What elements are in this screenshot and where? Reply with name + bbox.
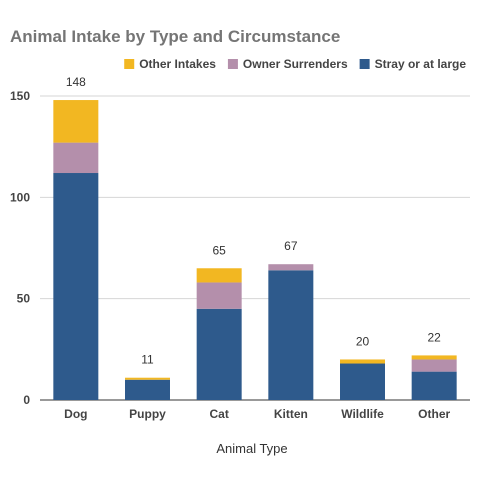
bars bbox=[53, 100, 457, 400]
total-label: 22 bbox=[427, 330, 441, 344]
y-tick-label: 150 bbox=[10, 89, 30, 103]
x-axis-ticks: Dog Puppy Cat Kitten Wildlife Other bbox=[64, 407, 450, 421]
y-tick-label: 100 bbox=[10, 190, 30, 204]
bar-stray-or-at-large bbox=[340, 363, 385, 400]
bar-stray-or-at-large bbox=[411, 371, 457, 400]
x-tick-label: Puppy bbox=[129, 407, 166, 421]
bar-stray-or-at-large bbox=[125, 379, 170, 400]
x-axis-title: Animal Type bbox=[216, 441, 287, 456]
x-tick-label: Dog bbox=[64, 407, 87, 421]
x-tick-label: Other bbox=[418, 407, 450, 421]
total-label: 148 bbox=[66, 75, 86, 89]
total-label: 20 bbox=[356, 334, 370, 348]
y-tick-label: 50 bbox=[17, 292, 31, 306]
chart-title: Animal Intake by Type and Circumstance bbox=[10, 27, 340, 46]
total-labels: 148 11 65 67 20 22 bbox=[66, 75, 441, 367]
total-label: 67 bbox=[284, 239, 298, 253]
y-tick-label: 0 bbox=[23, 393, 30, 407]
x-tick-label: Kitten bbox=[274, 407, 308, 421]
legend-swatch bbox=[359, 59, 370, 69]
x-tick-label: Cat bbox=[209, 407, 228, 421]
legend-swatch bbox=[227, 59, 238, 69]
bar-owner-surrenders bbox=[196, 282, 242, 309]
bar-other-intakes bbox=[53, 100, 99, 143]
legend-label: Owner Surrenders bbox=[243, 57, 348, 71]
legend-swatch bbox=[124, 59, 135, 69]
bar-other-intakes bbox=[340, 359, 385, 364]
total-label: 65 bbox=[212, 243, 226, 257]
bar-other-intakes bbox=[125, 377, 170, 380]
legend-label: Other Intakes bbox=[139, 57, 216, 71]
y-axis-ticks: 0 50 100 150 bbox=[10, 89, 30, 407]
bar-owner-surrenders bbox=[53, 142, 99, 174]
bar-stray-or-at-large bbox=[268, 270, 314, 400]
total-label: 11 bbox=[141, 353, 154, 367]
bar-stray-or-at-large bbox=[53, 173, 99, 400]
bar-stray-or-at-large bbox=[196, 308, 242, 400]
bar-other-intakes bbox=[196, 268, 242, 283]
x-tick-label: Wildlife bbox=[341, 407, 384, 421]
legend-label: Stray or at large bbox=[375, 57, 467, 71]
gridlines bbox=[40, 95, 470, 401]
legend: Other Intakes Owner Surrenders Stray or at… bbox=[124, 57, 466, 71]
bar-owner-surrenders bbox=[411, 359, 457, 372]
bar-owner-surrenders bbox=[268, 264, 314, 271]
bar-other-intakes bbox=[411, 355, 457, 360]
